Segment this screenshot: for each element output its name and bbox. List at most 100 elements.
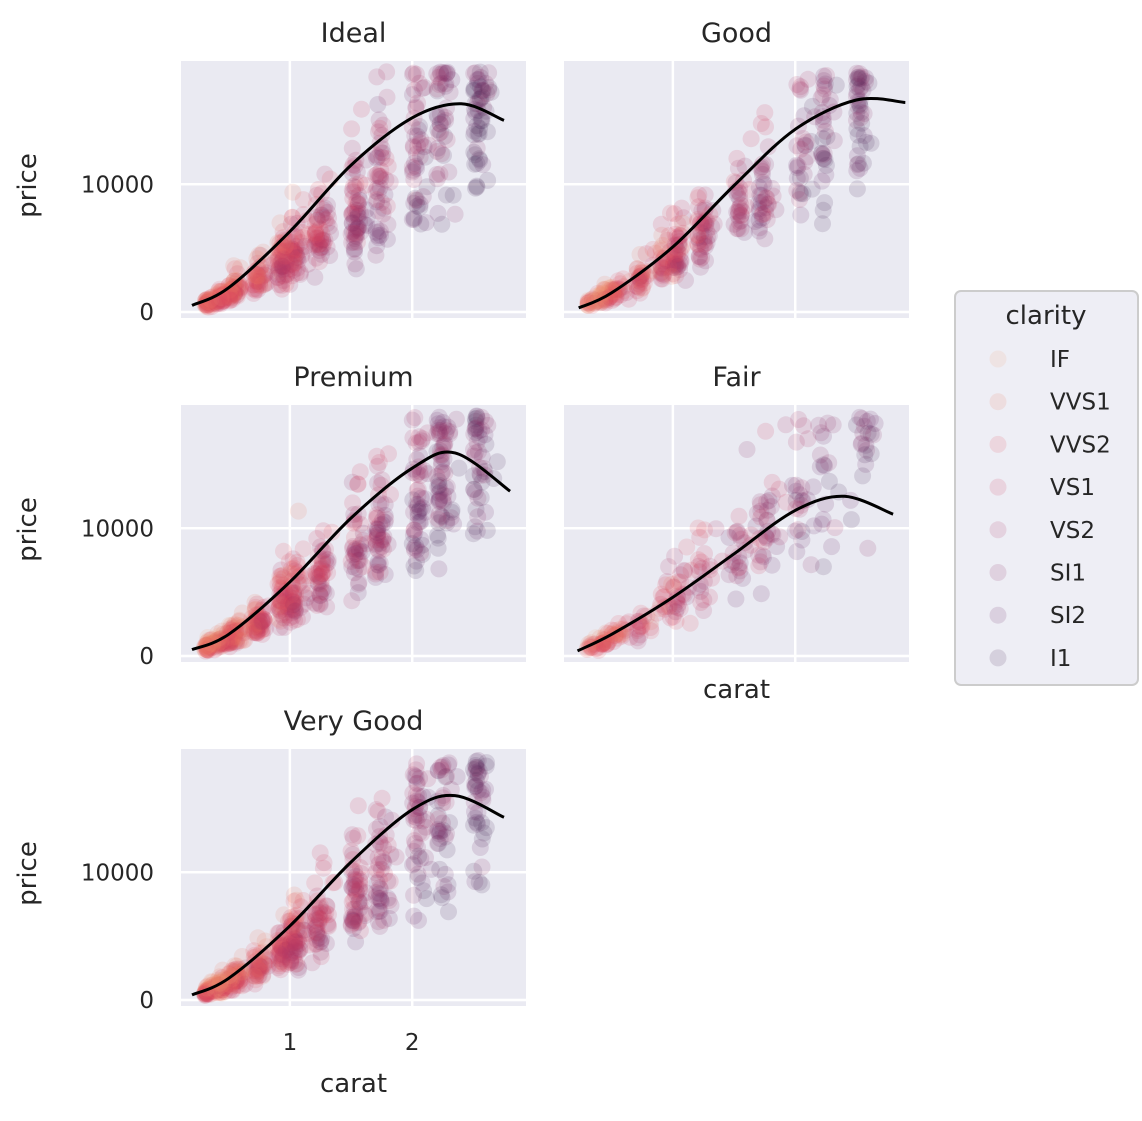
scatter-point: [698, 222, 716, 240]
scatter-point: [368, 506, 386, 524]
scatter-point: [378, 63, 396, 81]
scatter-point: [272, 567, 290, 585]
scatter-point: [406, 524, 424, 542]
y-axis-label: price: [13, 841, 43, 906]
scatter-point: [280, 600, 297, 618]
scatter-point: [226, 633, 244, 651]
scatter-point: [466, 420, 484, 438]
scatter-point: [691, 528, 709, 546]
scatter-point: [254, 967, 272, 985]
scatter-point: [703, 218, 721, 236]
scatter-point: [272, 952, 290, 970]
scatter-point: [438, 514, 456, 532]
scatter-point: [752, 585, 770, 603]
scatter-point: [415, 882, 433, 900]
scatter-point: [283, 240, 301, 258]
scatter-point: [369, 528, 386, 546]
legend-label: VS1: [1050, 475, 1095, 501]
scatter-point: [654, 265, 671, 283]
scatter-point: [467, 760, 485, 778]
scatter-point: [695, 228, 713, 246]
scatter-point: [250, 617, 268, 634]
scatter-point: [283, 604, 301, 622]
scatter-point: [436, 865, 454, 883]
scatter-point: [354, 558, 372, 575]
scatter-point: [404, 163, 421, 181]
scatter-point: [312, 948, 330, 966]
scatter-point: [409, 869, 427, 886]
scatter-point: [246, 593, 264, 611]
scatter-point: [403, 411, 421, 429]
scatter-point: [231, 972, 249, 990]
scatter-point: [253, 959, 271, 977]
scatter-point: [301, 239, 318, 257]
scatter-point: [287, 891, 305, 909]
scatter-point: [350, 893, 368, 911]
scatter-point: [310, 242, 328, 259]
scatter-point: [669, 595, 687, 613]
scatter-point: [654, 236, 672, 254]
scatter-point: [848, 156, 866, 174]
scatter-point: [472, 69, 490, 86]
scatter-point: [256, 956, 274, 974]
scatter-point: [466, 155, 484, 173]
scatter-point: [820, 97, 838, 114]
scatter-point: [314, 522, 332, 540]
scatter-point: [288, 610, 306, 628]
scatter-point: [701, 206, 719, 224]
y-axis-label: price: [13, 497, 43, 562]
scatter-point: [405, 842, 423, 860]
scatter-point: [367, 246, 385, 264]
scatter-point: [368, 237, 386, 255]
scatter-point: [794, 130, 812, 147]
scatter-point: [428, 143, 446, 160]
scatter-point: [317, 934, 335, 952]
scatter-point: [282, 953, 300, 971]
scatter-point: [220, 634, 238, 652]
scatter-point: [857, 455, 875, 473]
scatter-point: [307, 249, 325, 267]
scatter-point: [282, 912, 299, 930]
scatter-point: [466, 775, 484, 792]
scatter-point: [412, 544, 430, 562]
scatter-point: [851, 408, 869, 426]
scatter-point: [652, 270, 670, 288]
scatter-point: [470, 873, 488, 891]
scatter-point: [199, 298, 217, 316]
scatter-point: [757, 118, 774, 136]
scatter-point: [469, 765, 487, 783]
scatter-point: [278, 597, 296, 615]
scatter-point: [693, 249, 711, 267]
scatter-point: [222, 288, 240, 306]
scatter-point: [752, 553, 769, 571]
scatter-point: [730, 213, 748, 231]
scatter-point: [273, 938, 291, 956]
scatter-point: [282, 584, 300, 601]
scatter-point: [418, 178, 436, 196]
scatter-point: [367, 568, 385, 586]
scatter-point: [291, 909, 309, 927]
scatter-point: [371, 516, 389, 534]
scatter-point: [759, 195, 777, 213]
scatter-point: [465, 81, 483, 99]
scatter-point: [300, 936, 318, 954]
scatter-point: [197, 295, 215, 313]
scatter-point: [370, 899, 388, 917]
scatter-point: [347, 545, 365, 562]
scatter-point: [380, 445, 397, 463]
scatter-point: [368, 861, 386, 879]
scatter-point: [415, 461, 433, 479]
scatter-point: [735, 171, 753, 189]
scatter-point: [271, 579, 289, 597]
scatter-point: [316, 199, 334, 217]
scatter-point: [430, 478, 448, 496]
scatter-point: [222, 633, 240, 651]
scatter-point: [468, 177, 486, 195]
scatter-point: [312, 943, 330, 961]
scatter-point: [244, 967, 262, 985]
scatter-point: [349, 914, 367, 932]
scatter-point: [353, 543, 371, 561]
scatter-point: [431, 115, 449, 133]
scatter-point: [258, 264, 276, 282]
